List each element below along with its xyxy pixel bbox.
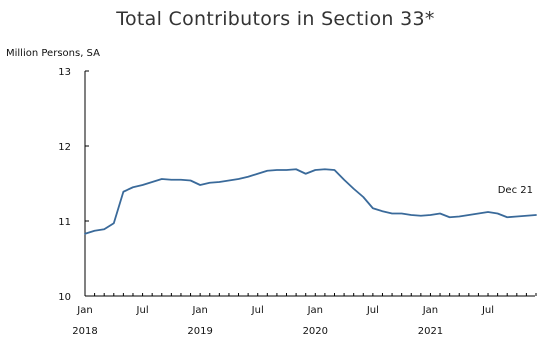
y-axis-ticks: 10 11 12 13 (58, 67, 89, 303)
x-tick-label: Jan (76, 305, 92, 316)
x-tick-label: Jan (422, 305, 438, 316)
x-tick-label: Jan (191, 305, 207, 316)
x-tick-label: Jul (251, 305, 264, 316)
y-tick-label: 10 (58, 292, 71, 303)
series-group (84, 168, 537, 235)
x-axis-ticks: Jan 2018 Jul Jan 2019 Jul Jan 2020 Jul Jan 2021 Jul (72, 293, 537, 337)
y-axis-label: Million Persons, SA (6, 48, 100, 59)
x-tick-year-label: 2018 (72, 326, 97, 337)
y-tick-label: 13 (58, 67, 71, 78)
x-tick-year-label: 2020 (303, 326, 328, 337)
x-tick-label: Jul (481, 305, 494, 316)
annotation-label: Dec 21 (498, 185, 533, 196)
y-tick-label: 12 (58, 142, 71, 153)
x-tick-label: Jul (366, 305, 379, 316)
series-line (84, 168, 537, 235)
chart-title: Total Contributors in Section 33* (116, 8, 435, 30)
x-tick-year-label: 2021 (418, 326, 443, 337)
x-tick-label: Jan (307, 305, 323, 316)
y-tick-label: 11 (58, 217, 71, 228)
annotation-group: Dec 21 (498, 185, 533, 196)
x-tick-year-label: 2019 (187, 326, 212, 337)
x-tick-label: Jul (136, 305, 149, 316)
